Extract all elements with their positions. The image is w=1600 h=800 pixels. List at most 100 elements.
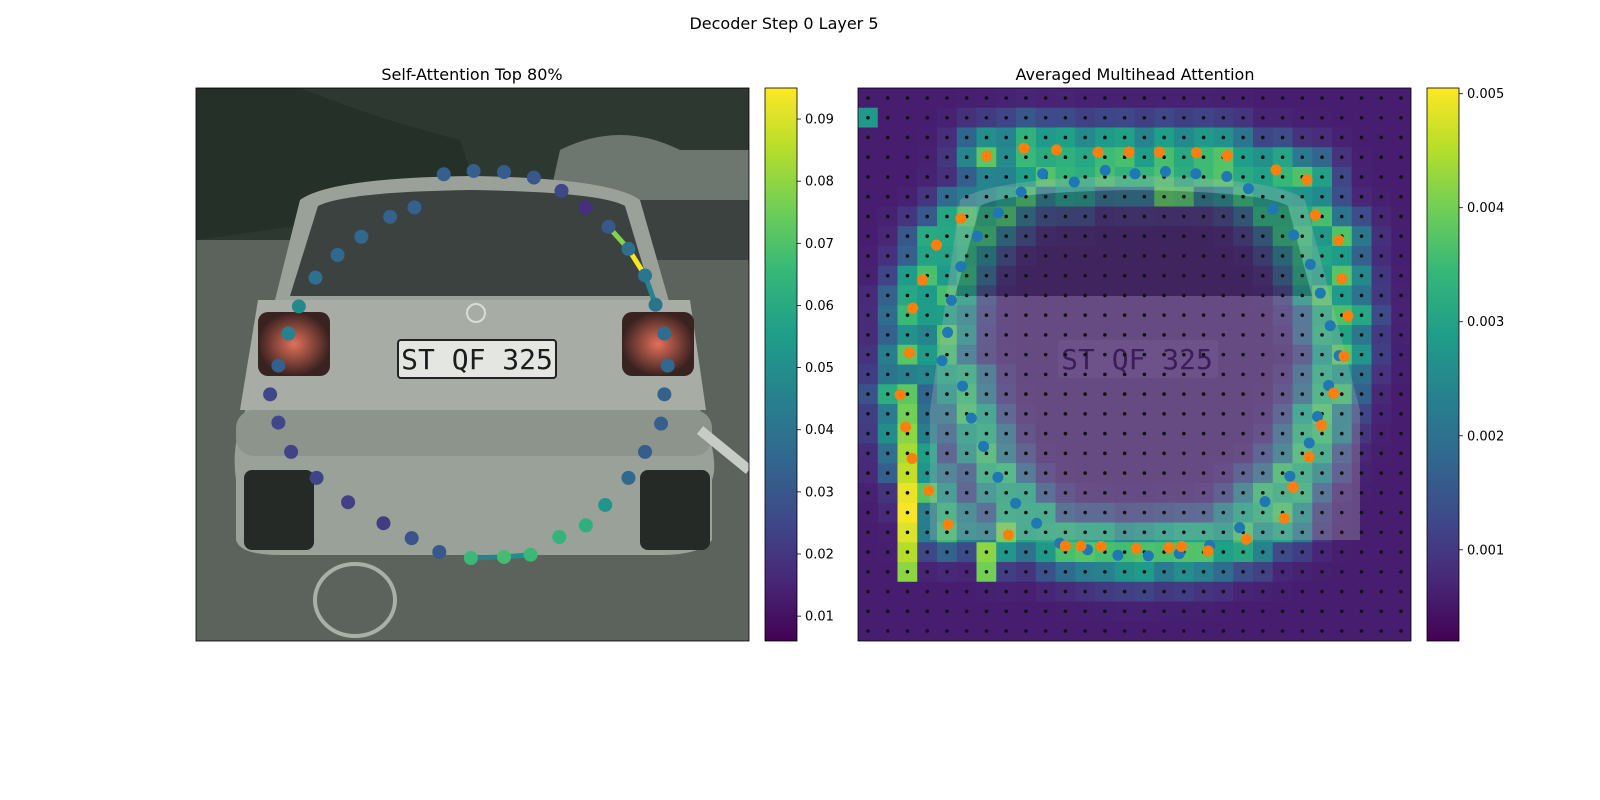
grid-sample-dot xyxy=(945,530,949,535)
grid-sample-dot xyxy=(905,569,910,574)
grid-sample-dot xyxy=(1142,451,1147,456)
grid-sample-dot xyxy=(925,510,930,515)
colorbar-tick-label: 0.06 xyxy=(805,299,834,314)
grid-sample-dot xyxy=(945,569,949,574)
grid-sample-dot xyxy=(1399,273,1403,278)
grid-sample-dot xyxy=(1083,451,1087,456)
grid-sample-dot xyxy=(1103,115,1107,120)
colorbar-tick-label: 0.01 xyxy=(805,610,834,625)
grid-sample-dot xyxy=(1004,96,1008,100)
grid-sample-dot xyxy=(885,352,890,357)
grid-sample-dot xyxy=(1103,135,1107,140)
right-orange-point xyxy=(906,453,918,465)
grid-sample-dot xyxy=(964,372,969,377)
grid-sample-dot xyxy=(1083,234,1087,238)
grid-sample-dot xyxy=(1261,254,1265,258)
colorbar-tick-label: 0.08 xyxy=(805,175,834,190)
grid-sample-dot xyxy=(925,96,930,100)
grid-sample-dot xyxy=(945,135,949,140)
grid-sample-dot xyxy=(1063,175,1068,179)
left-polygon-point xyxy=(578,518,593,533)
grid-sample-dot xyxy=(885,135,890,140)
grid-sample-dot xyxy=(905,550,910,554)
grid-sample-dot xyxy=(1399,135,1403,140)
grid-sample-dot xyxy=(925,155,930,160)
grid-sample-dot xyxy=(1142,431,1147,436)
grid-sample-dot xyxy=(1339,412,1344,416)
grid-sample-dot xyxy=(1122,530,1127,535)
grid-sample-dot xyxy=(1083,175,1087,179)
grid-sample-dot xyxy=(1201,175,1206,179)
colorbar-tick-label: 0.003 xyxy=(1467,315,1504,330)
grid-sample-dot xyxy=(1241,392,1245,396)
grid-sample-dot xyxy=(1320,96,1324,100)
grid-sample-dot xyxy=(1162,96,1166,100)
right-orange-point xyxy=(903,347,915,359)
grid-sample-dot xyxy=(1320,194,1324,199)
grid-sample-dot xyxy=(905,589,910,594)
left-polygon-point xyxy=(601,219,616,234)
grid-sample-dot xyxy=(1162,629,1166,633)
grid-sample-dot xyxy=(1162,194,1166,199)
grid-sample-dot xyxy=(1201,412,1206,416)
grid-sample-dot xyxy=(1182,254,1186,258)
grid-sample-dot xyxy=(1359,609,1364,614)
right-blue-point xyxy=(942,326,954,338)
grid-sample-dot xyxy=(905,254,910,258)
grid-sample-dot xyxy=(885,412,890,416)
right-orange-point xyxy=(1130,543,1142,555)
grid-sample-dot xyxy=(1043,372,1048,377)
grid-sample-dot xyxy=(1162,372,1166,377)
right-orange-point xyxy=(917,274,929,286)
grid-sample-dot xyxy=(1063,293,1068,298)
grid-sample-dot xyxy=(1201,352,1206,357)
grid-sample-dot xyxy=(1261,214,1265,219)
grid-sample-dot xyxy=(1083,96,1087,100)
grid-sample-dot xyxy=(1182,333,1186,337)
grid-sample-dot xyxy=(1261,333,1265,337)
grid-sample-dot xyxy=(905,392,910,396)
grid-sample-dot xyxy=(984,510,989,515)
grid-sample-dot xyxy=(1379,372,1384,377)
right-blue-point xyxy=(1129,168,1141,180)
grid-sample-dot xyxy=(1024,175,1028,179)
grid-sample-dot xyxy=(1083,254,1087,258)
right-orange-point xyxy=(923,485,935,497)
grid-sample-dot xyxy=(1339,451,1344,456)
grid-sample-dot xyxy=(1063,569,1068,574)
grid-sample-dot xyxy=(1201,214,1206,219)
right-blue-point xyxy=(992,207,1004,219)
grid-sample-dot xyxy=(1399,155,1403,160)
grid-sample-dot xyxy=(1122,352,1127,357)
grid-sample-dot xyxy=(1261,372,1265,377)
grid-sample-dot xyxy=(1103,313,1107,317)
grid-sample-dot xyxy=(1399,451,1403,456)
right-blue-point xyxy=(1010,497,1022,509)
grid-sample-dot xyxy=(1043,155,1048,160)
grid-sample-dot xyxy=(1320,155,1324,160)
grid-sample-dot xyxy=(1043,550,1048,554)
grid-sample-dot xyxy=(1142,530,1147,535)
grid-sample-dot xyxy=(964,510,969,515)
grid-sample-dot xyxy=(1201,569,1206,574)
grid-sample-dot xyxy=(984,214,989,219)
grid-sample-dot xyxy=(1083,609,1087,614)
grid-sample-dot xyxy=(1399,589,1403,594)
left-polygon-point xyxy=(552,530,567,545)
grid-sample-dot xyxy=(1280,175,1285,179)
grid-sample-dot xyxy=(1379,451,1384,456)
grid-sample-dot xyxy=(866,175,870,179)
grid-sample-dot xyxy=(925,254,930,258)
grid-sample-dot xyxy=(1182,530,1186,535)
grid-sample-dot xyxy=(866,609,870,614)
grid-sample-dot xyxy=(1201,313,1206,317)
grid-sample-dot xyxy=(1103,273,1107,278)
grid-sample-dot xyxy=(1043,352,1048,357)
grid-sample-dot xyxy=(866,569,870,574)
grid-sample-dot xyxy=(1399,175,1403,179)
right-blue-point xyxy=(965,412,977,424)
grid-sample-dot xyxy=(1261,510,1265,515)
grid-sample-dot xyxy=(1004,589,1008,594)
grid-sample-dot xyxy=(1201,629,1206,633)
